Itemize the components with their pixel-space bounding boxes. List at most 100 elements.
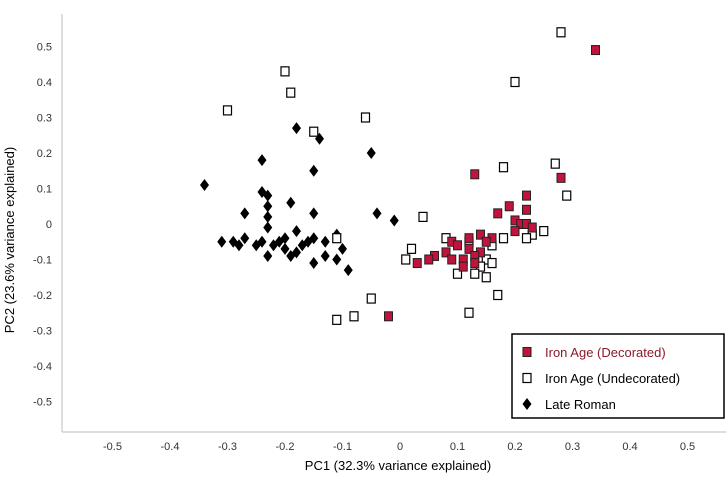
point-iron-age-decorated: [476, 229, 485, 240]
point-iron-age-decorated: [464, 233, 474, 244]
legend-marker: [522, 398, 532, 410]
point-iron-age-decorated: [458, 261, 468, 272]
point-late-roman: [257, 154, 267, 167]
point-iron-age-decorated: [470, 169, 480, 180]
point-iron-age-undecorated: [309, 126, 319, 137]
point-late-roman: [280, 242, 290, 255]
point-iron-age-undecorated: [510, 76, 520, 88]
point-late-roman: [320, 249, 330, 262]
point-iron-age-undecorated: [349, 311, 359, 322]
point-iron-age-undecorated: [550, 158, 560, 169]
point-late-roman: [263, 200, 273, 213]
y-tick-label: -0.5: [33, 397, 52, 409]
point-iron-age-undecorated: [539, 226, 549, 237]
x-tick-label: -0.5: [103, 441, 122, 453]
point-iron-age-undecorated: [332, 314, 342, 325]
point-iron-age-undecorated: [556, 27, 566, 38]
point-iron-age-undecorated: [286, 87, 296, 98]
point-late-roman: [263, 249, 273, 262]
point-iron-age-decorated: [556, 172, 566, 183]
point-iron-age-decorated: [591, 45, 600, 56]
x-tick-label: 0.1: [450, 441, 465, 453]
point-late-roman: [338, 242, 347, 255]
y-tick-label: 0.1: [37, 184, 52, 196]
axes: [61, 14, 726, 433]
point-late-roman: [366, 147, 376, 159]
point-iron-age-undecorated: [481, 272, 491, 283]
point-iron-age-decorated: [412, 258, 422, 269]
point-iron-age-undecorated: [521, 233, 532, 244]
point-iron-age-decorated: [384, 311, 393, 322]
point-iron-age-decorated: [424, 254, 434, 265]
point-late-roman: [309, 164, 319, 177]
point-late-roman: [234, 239, 244, 252]
x-tick-label: -0.4: [161, 441, 180, 453]
x-tick-label: -0.3: [218, 441, 237, 453]
point-iron-age-decorated: [504, 201, 514, 212]
point-late-roman: [217, 235, 227, 248]
x-tick-label: 0: [397, 441, 403, 453]
point-iron-age-decorated: [527, 222, 537, 233]
x-axis-label: PC1 (32.3% variance explained): [305, 458, 491, 473]
x-tick-label: 0.3: [565, 441, 580, 453]
point-iron-age-undecorated: [452, 268, 463, 279]
point-iron-age-undecorated: [470, 268, 480, 279]
point-late-roman: [292, 122, 301, 135]
x-tick-label: -0.1: [333, 441, 352, 453]
legend: Iron Age (Decorated) Iron Age (Undecorate…: [511, 333, 725, 419]
legend-marker: [522, 372, 532, 384]
tick-labels: -0.5 -0.4 -0.3 -0.2 -0.1 0 0.1 0.2 0.3 0.4 0.5 0.5 0…: [33, 42, 695, 454]
point-iron-age-decorated: [453, 240, 462, 251]
point-late-roman: [309, 257, 319, 270]
data-points: [200, 27, 600, 325]
point-iron-age-undecorated: [401, 254, 411, 265]
point-iron-age-decorated: [522, 204, 531, 215]
point-iron-age-undecorated: [418, 211, 428, 222]
legend-label: Iron Age (Decorated): [545, 345, 666, 360]
point-iron-age-decorated: [470, 258, 480, 269]
point-late-roman: [263, 221, 273, 234]
point-iron-age-decorated: [441, 247, 451, 258]
y-tick-label: 0.2: [37, 148, 52, 160]
y-tick-label: -0.1: [33, 255, 52, 267]
x-tick-label: 0.2: [507, 441, 522, 453]
point-late-roman: [240, 207, 250, 220]
point-iron-age-decorated: [464, 243, 474, 254]
legend-label: Iron Age (Undecorated): [545, 371, 680, 386]
point-iron-age-decorated: [522, 190, 531, 201]
point-iron-age-undecorated: [222, 105, 233, 116]
x-tick-label: 0.4: [622, 441, 637, 453]
legend-marker: [522, 347, 532, 357]
point-late-roman: [286, 249, 296, 262]
x-tick-label: 0.5: [680, 441, 695, 453]
point-iron-age-undecorated: [366, 293, 376, 304]
y-tick-label: -0.4: [33, 361, 52, 373]
point-iron-age-undecorated: [493, 289, 503, 301]
point-iron-age-undecorated: [360, 112, 371, 123]
point-late-roman: [332, 253, 342, 266]
y-tick-label: -0.3: [33, 326, 52, 338]
y-tick-label: 0.4: [37, 77, 52, 89]
point-late-roman: [263, 189, 273, 202]
point-late-roman: [343, 264, 353, 277]
legend-label: Late Roman: [545, 397, 616, 412]
point-late-roman: [263, 210, 273, 223]
point-iron-age-undecorated: [498, 233, 509, 244]
point-late-roman: [292, 225, 301, 238]
point-iron-age-decorated: [447, 254, 457, 265]
point-late-roman: [297, 239, 307, 252]
point-iron-age-undecorated: [487, 257, 497, 269]
point-late-roman: [269, 239, 278, 252]
point-iron-age-undecorated: [280, 66, 290, 77]
point-iron-age-decorated: [510, 226, 520, 237]
point-iron-age-undecorated: [498, 162, 509, 173]
y-tick-label: 0.5: [37, 42, 52, 54]
point-late-roman: [240, 232, 250, 245]
point-iron-age-decorated: [481, 236, 491, 247]
point-late-roman: [320, 235, 330, 248]
x-tick-label: -0.2: [276, 441, 295, 453]
point-late-roman: [251, 239, 261, 252]
point-late-roman: [286, 196, 296, 209]
